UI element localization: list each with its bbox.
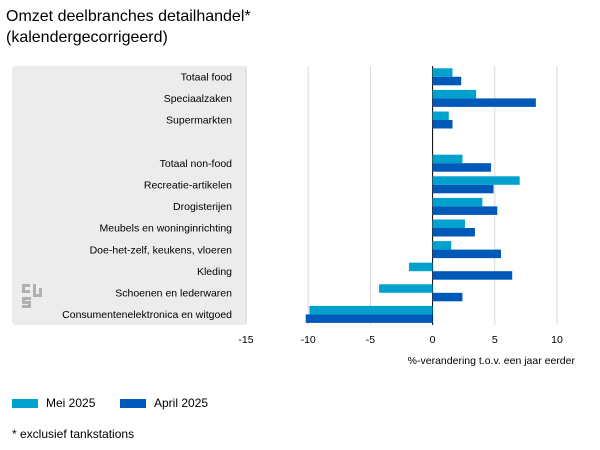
bar-mei: [408, 262, 433, 272]
bar-april: [432, 292, 463, 302]
legend-item-april: April 2025: [120, 396, 208, 410]
legend-swatch-april: [120, 398, 146, 408]
bar-mei: [432, 89, 477, 99]
legend-label-mei: Mei 2025: [46, 396, 96, 410]
bar-april: [432, 249, 502, 259]
bar-mei: [432, 68, 453, 77]
category-label: Recreatie-artikelen: [144, 180, 232, 192]
category-label: Doe-het-zelf, keukens, vloeren: [90, 244, 233, 256]
legend-item-mei: Mei 2025: [12, 396, 95, 410]
legend-label-april: April 2025: [154, 396, 209, 410]
x-tick-label: 0: [430, 334, 436, 346]
bar-april: [305, 314, 433, 323]
bar-april: [432, 228, 475, 237]
bar-mei: [432, 176, 520, 185]
category-label: Speciaalzaken: [164, 93, 232, 105]
bars: [305, 68, 536, 323]
x-tick-label: -10: [301, 334, 316, 346]
category-label: Consumentenelektronica en witgoed: [62, 309, 232, 321]
bar-mei: [309, 305, 433, 315]
bar-april: [432, 271, 513, 280]
category-label: Totaal non-food: [160, 158, 233, 170]
bar-april: [432, 120, 453, 129]
bar-mei: [432, 241, 452, 250]
bar-mei: [432, 219, 465, 228]
bar-mei: [379, 284, 433, 293]
category-label: Drogisterijen: [173, 201, 232, 213]
x-tick-label: 10: [551, 334, 563, 346]
category-label: Schoenen en lederwaren: [115, 288, 232, 300]
cbs-logo-icon: [22, 284, 42, 308]
bar-april: [432, 98, 536, 107]
x-tick-label: -5: [366, 334, 375, 346]
footnote: * exclusief tankstations: [12, 427, 135, 441]
bar-mei: [432, 154, 463, 164]
x-tick-labels: -15 -10 -5 0 5 10: [238, 334, 563, 346]
category-label: Supermarkten: [166, 115, 232, 127]
gridlines: [245, 66, 558, 325]
x-tick-label: -15: [238, 334, 253, 346]
x-axis-label: %-verandering t.o.v. een jaar eerder: [408, 355, 576, 367]
bar-mei: [432, 111, 449, 120]
category-label: Totaal food: [181, 72, 233, 84]
bar-april: [432, 76, 462, 86]
chart-title: Omzet deelbranches detailhandel* (kalend…: [6, 8, 251, 46]
category-label: Meubels en woninginrichting: [100, 223, 233, 235]
category-label: Kleding: [197, 266, 232, 278]
category-labels: Totaal food Speciaalzaken Supermarkten Tota…: [62, 72, 232, 322]
category-panel: [12, 66, 247, 325]
bar-april: [432, 206, 498, 215]
bar-april: [432, 184, 494, 194]
bar-mei: [432, 197, 483, 207]
legend-swatch-mei: [12, 398, 38, 408]
bar-april: [432, 163, 492, 172]
bar-chart: Totaal food Speciaalzaken Supermarkten Tota…: [12, 66, 576, 367]
x-tick-label: 5: [492, 334, 498, 346]
